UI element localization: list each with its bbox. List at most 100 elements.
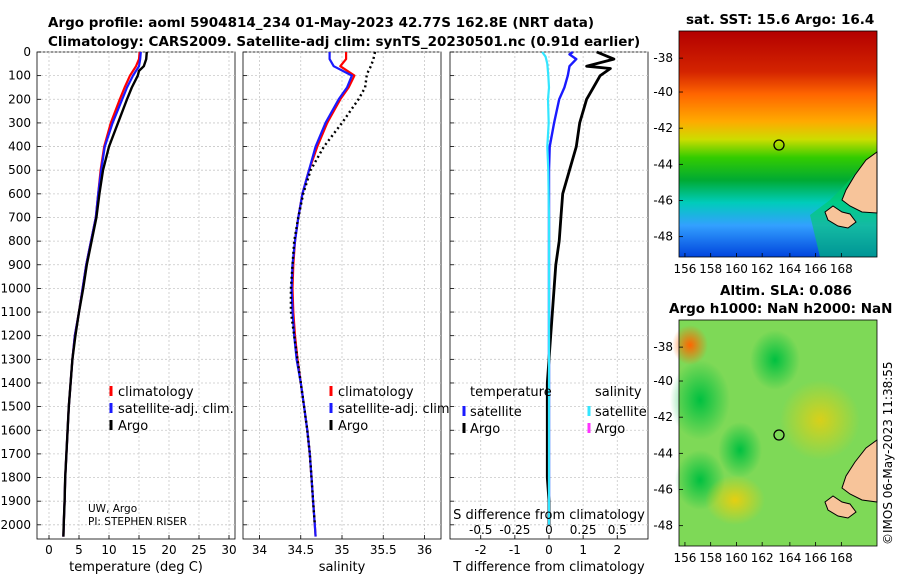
y-tick-label: 900: [8, 258, 31, 272]
sla-high-2: [705, 475, 765, 525]
sst-map: [678, 30, 878, 258]
temperature-x-axis-label: temperature (deg C): [69, 560, 203, 575]
sla-low-2: [750, 330, 800, 390]
sla-map-title-2: Argo h1000: NaN h2000: NaN: [669, 301, 892, 317]
s-tick-label: -0.5: [469, 523, 492, 537]
legend-temperature-title: temperature: [470, 385, 552, 400]
s-tick-label: 0.25: [570, 523, 597, 537]
legend-label: Argo: [338, 419, 368, 434]
map-x-tick-label: 160: [725, 262, 748, 276]
salinity-series-argo: [289, 51, 377, 525]
sla-high-3: [672, 325, 708, 365]
legend-label: climatology: [338, 385, 414, 400]
sla-high-1: [780, 380, 860, 460]
y-tick-label: 100: [8, 69, 31, 83]
sla-low-3: [718, 422, 762, 478]
y-tick-label: 1900: [0, 494, 31, 508]
map-y-tick-label: -48: [653, 230, 673, 244]
map-y-tick-label: -38: [653, 340, 673, 354]
s-tick-label: -0.25: [499, 523, 530, 537]
x-tick-label: 0: [45, 543, 53, 557]
annotation-source: UW, Argo: [88, 503, 137, 515]
y-tick-label: 1400: [0, 376, 31, 390]
map-x-tick-label: 156: [673, 551, 696, 565]
y-tick-label: 1500: [0, 400, 31, 414]
map-x-tick-label: 166: [804, 262, 827, 276]
sla-map-axes: -38 -40 -42 -44 -46 -48 156 158 160 162 164 166 168: [653, 340, 852, 565]
sst-land-south-island: [841, 151, 878, 214]
y-tick-label: 1000: [0, 281, 31, 295]
map-x-tick-label: 162: [751, 551, 774, 565]
x-tick-label: 25: [191, 543, 206, 557]
y-tick-label: 1300: [0, 352, 31, 366]
legend-label: satellite: [595, 405, 647, 420]
s-tick-label: 0.5: [608, 523, 627, 537]
x-tick-label: 30: [221, 543, 236, 557]
y-tick-label: 800: [8, 234, 31, 248]
difference-x-axis-label: T difference from climatology: [452, 560, 645, 575]
credit-stamp: ©IMOS 06-May-2023 11:38:55: [881, 361, 895, 545]
map-y-tick-label: -46: [653, 194, 673, 208]
map-y-tick-label: -44: [653, 446, 673, 460]
sla-map-title-1: Altim. SLA: 0.086: [720, 283, 852, 299]
x-tick-label: 35.5: [370, 543, 397, 557]
x-tick-label: -2: [475, 543, 487, 557]
map-x-tick-label: 160: [725, 551, 748, 565]
legend-label: Argo: [118, 419, 148, 434]
map-y-tick-label: -44: [653, 157, 673, 171]
temperature-panel: 0100200300400500600700800900100011001200…: [0, 45, 236, 575]
sla-map: [670, 319, 878, 547]
s-tick-label: 0: [545, 523, 553, 537]
sla-float-position-marker: [773, 429, 785, 441]
map-y-tick-label: -40: [653, 374, 673, 388]
sst-map-title: sat. SST: 15.6 Argo: 16.4: [686, 12, 874, 28]
x-tick-label: 20: [161, 543, 176, 557]
y-tick-label: 1800: [0, 471, 31, 485]
temperature-series-argo: [62, 51, 148, 537]
x-tick-label: 1: [579, 543, 587, 557]
y-tick-label: 0: [23, 45, 31, 59]
sla-land-stewart-island: [824, 495, 857, 519]
sla-land-south-island: [841, 439, 878, 503]
map-x-tick-label: 168: [830, 551, 853, 565]
legend-label: satellite-adj. clim.: [118, 402, 234, 417]
sst-map-frame: [678, 30, 878, 258]
map-x-tick-label: 162: [751, 262, 774, 276]
map-x-tick-label: 166: [804, 551, 827, 565]
x-tick-label: 35: [334, 543, 349, 557]
title-line-1: Argo profile: aoml 5904814_234 01-May-20…: [48, 15, 594, 31]
salinity-panel: 34 34.5 35 35.5 36 salinity climatology satelli…: [242, 51, 454, 575]
x-tick-label: 2: [613, 543, 621, 557]
salinity-x-axis-label: salinity: [319, 560, 366, 575]
map-x-tick-label: 158: [699, 262, 722, 276]
map-y-tick-label: -46: [653, 483, 673, 497]
y-tick-label: 700: [8, 210, 31, 224]
title-line-2: Climatology: CARS2009. Satellite-adj cli…: [48, 34, 640, 50]
x-tick-label: -1: [509, 543, 521, 557]
salinity-series-satellite-adj-clim-: [290, 52, 353, 537]
x-tick-label: 0: [545, 543, 553, 557]
sst-land-stewart-island: [824, 205, 857, 229]
legend-label: satellite-adj. clim.: [338, 402, 454, 417]
difference-s-axis-label: S difference from climatology: [453, 508, 645, 523]
x-tick-label: 34: [252, 543, 267, 557]
y-tick-label: 1600: [0, 423, 31, 437]
map-y-tick-label: -42: [653, 121, 673, 135]
x-tick-label: 34.5: [287, 543, 314, 557]
y-tick-label: 1200: [0, 329, 31, 343]
legend-salinity-title: salinity: [595, 385, 642, 400]
map-y-tick-label: -38: [653, 51, 673, 65]
sla-map-frame: [678, 319, 878, 547]
y-tick-label: 300: [8, 116, 31, 130]
y-tick-label: 200: [8, 92, 31, 106]
map-x-tick-label: 156: [673, 262, 696, 276]
sst-map-axes: -38 -40 -42 -44 -46 -48 156 158 160 162 164 166 168: [653, 51, 852, 276]
legend-label: Argo: [470, 422, 500, 437]
map-y-tick-label: -48: [653, 519, 673, 533]
map-y-tick-label: -40: [653, 85, 673, 99]
sst-float-position-marker: [773, 139, 785, 151]
map-x-tick-label: 168: [830, 262, 853, 276]
x-tick-label: 5: [75, 543, 83, 557]
map-x-tick-label: 158: [699, 551, 722, 565]
